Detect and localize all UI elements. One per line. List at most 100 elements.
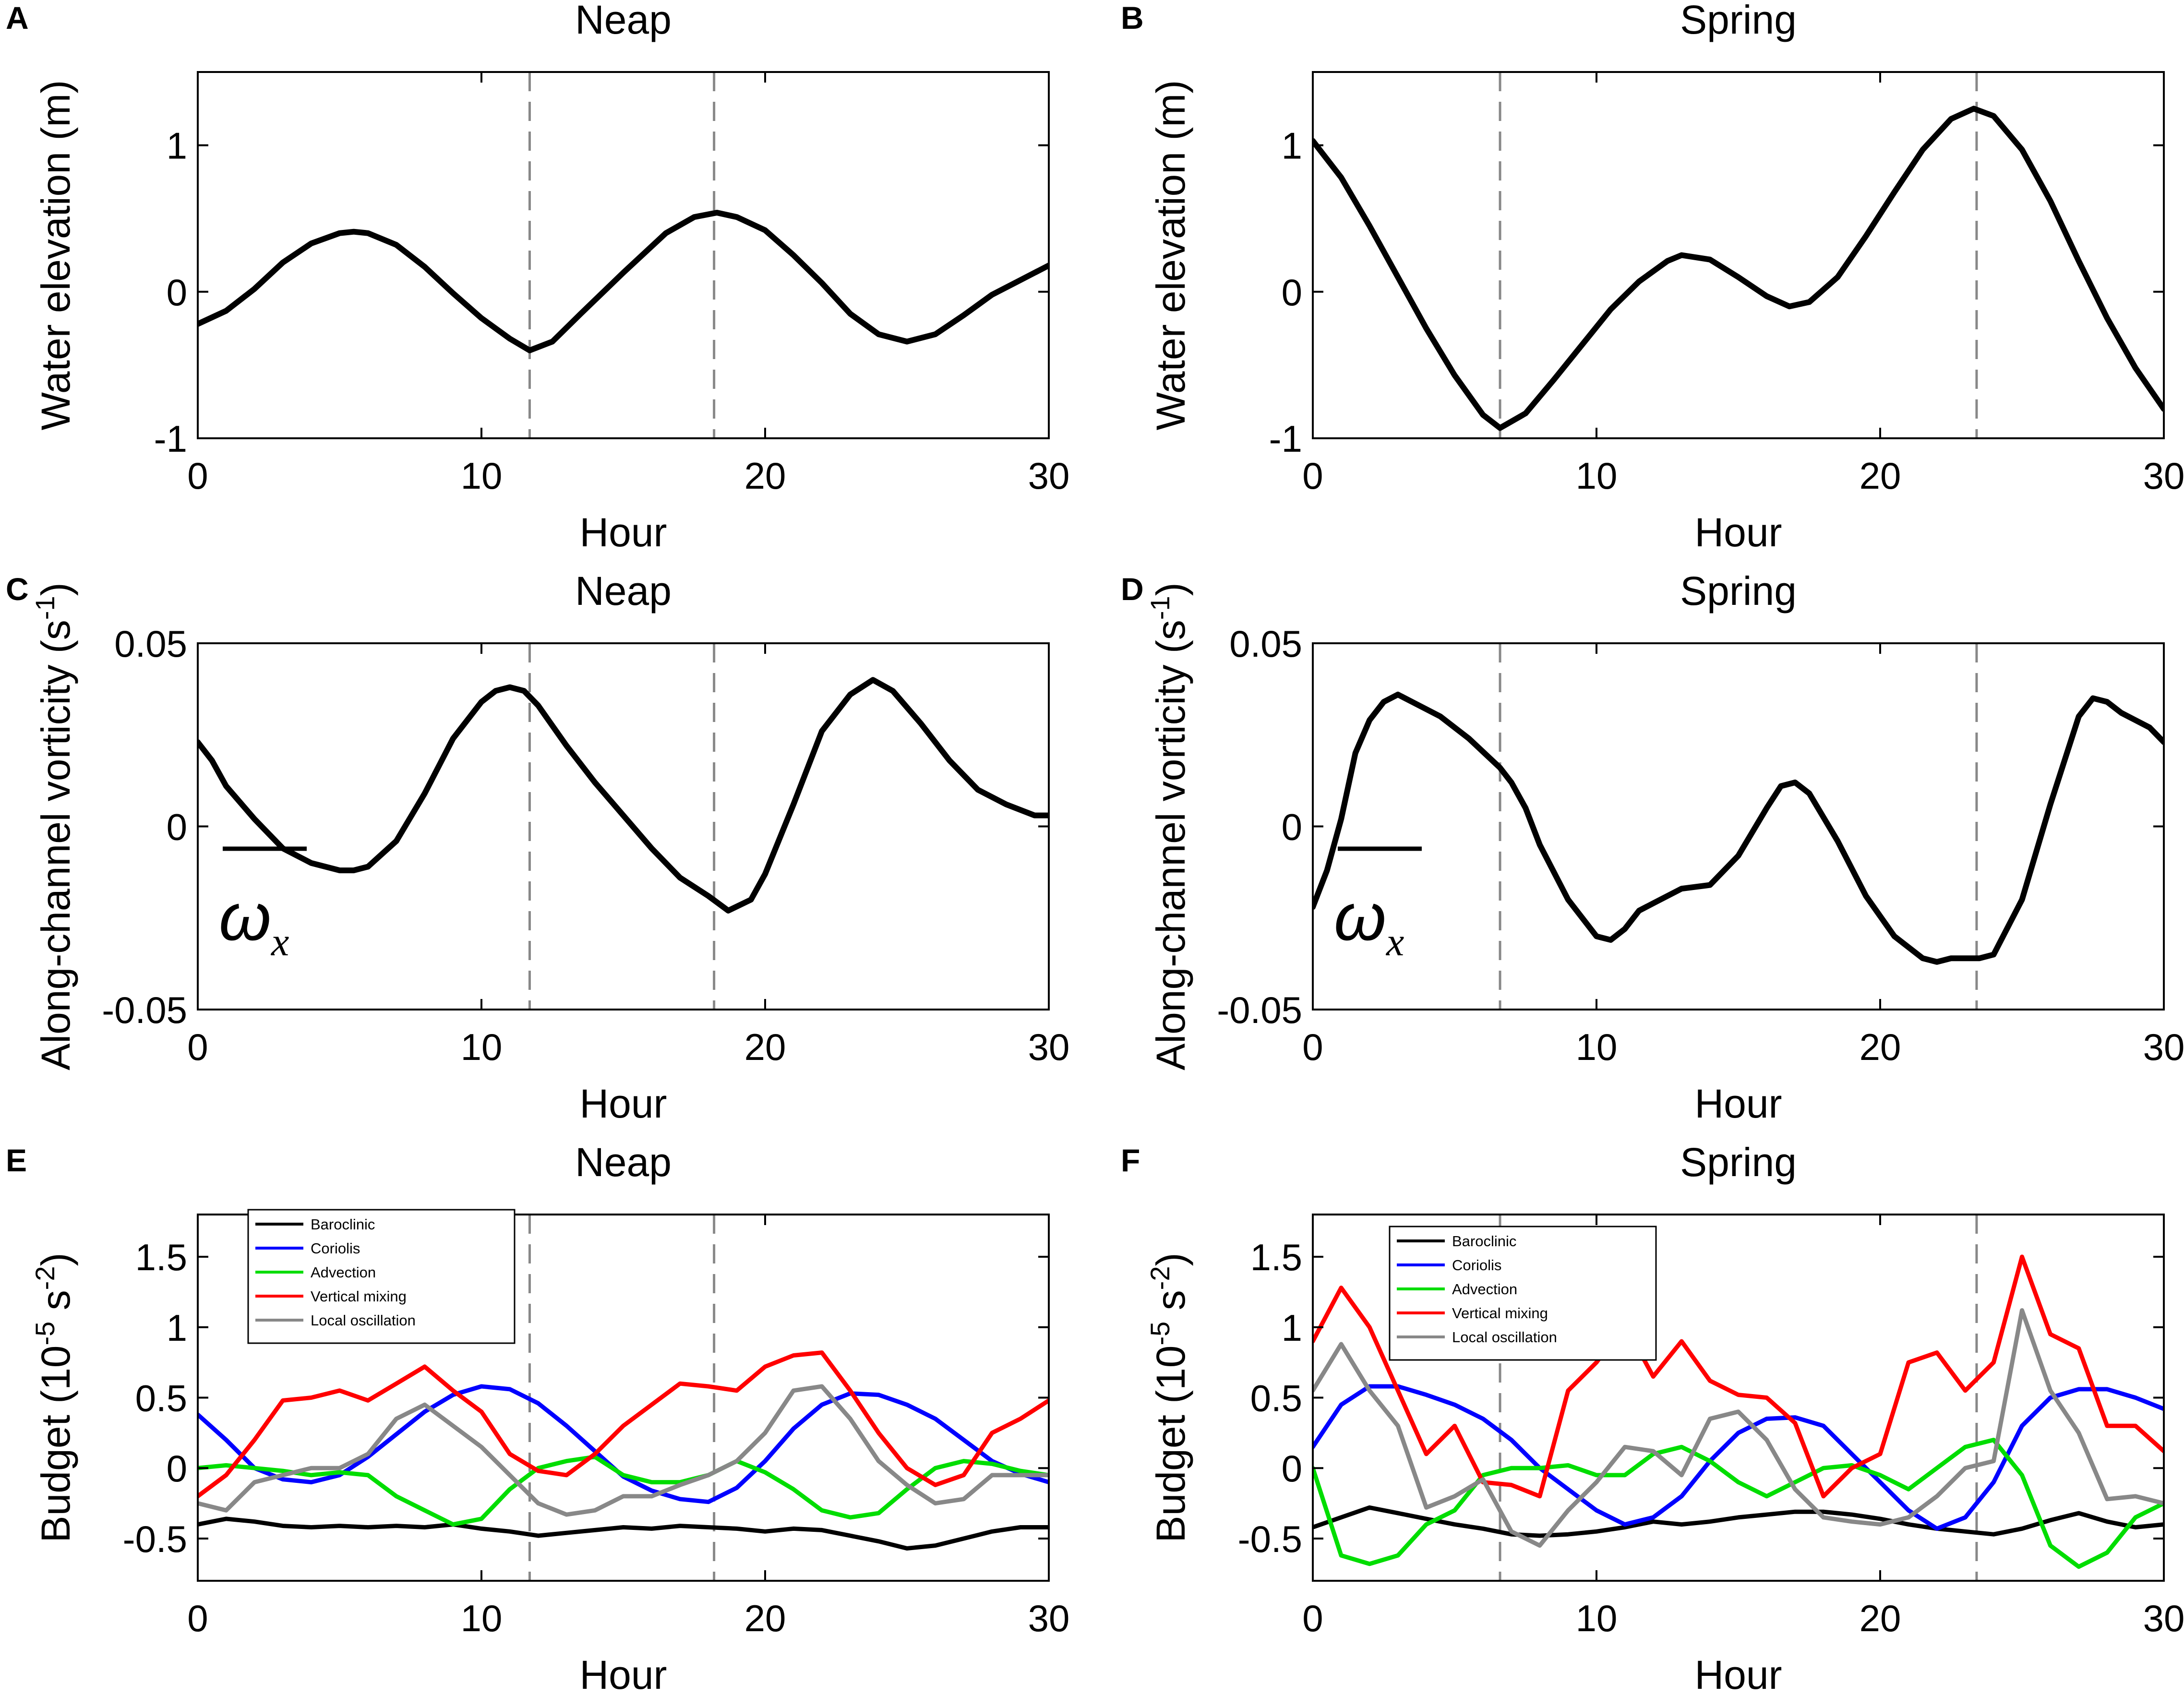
series-group: [1313, 691, 2164, 965]
series-line-water-elevation: [198, 210, 1049, 353]
y-tick-label: -0.05: [102, 989, 187, 1031]
x-tick-label: 10: [461, 1597, 503, 1639]
x-tick-label: 30: [1028, 455, 1070, 497]
plot-frame: [197, 642, 1050, 1010]
panel-title: Spring: [1680, 1140, 1797, 1185]
panel-letter: B: [1121, 0, 1144, 36]
y-tick-label: 0: [167, 271, 187, 313]
y-axis-label-end: ): [33, 582, 78, 596]
x-tick-label: 30: [1028, 1026, 1070, 1068]
panel-title: Neap: [575, 0, 672, 42]
plot-frame: [1312, 71, 2165, 439]
series-group: [198, 677, 1049, 914]
x-tick-label: 10: [1576, 1597, 1618, 1639]
x-tick-label: 20: [1860, 1026, 1901, 1068]
y-axis-label-sup: -5: [30, 1322, 60, 1346]
x-tick-label: 0: [1302, 1597, 1323, 1639]
x-tick-label: 0: [187, 455, 208, 497]
legend-label: Advection: [311, 1264, 376, 1281]
series-line-advection: [198, 1455, 1049, 1527]
y-axis-label-end: ): [33, 1253, 78, 1266]
y-tick-label: 0.5: [135, 1377, 187, 1419]
panel-title: Spring: [1680, 568, 1797, 613]
panel-letter: C: [6, 571, 29, 607]
x-tick-label: 0: [1302, 1026, 1323, 1068]
panel-letter: D: [1121, 571, 1144, 607]
y-axis-label-text: Budget (10: [1148, 1345, 1193, 1542]
panel-letter: E: [6, 1143, 27, 1178]
x-axis-label: Hour: [579, 1081, 667, 1126]
series-line-water-elevation: [1313, 106, 2164, 431]
x-axis-label: Hour: [1694, 1081, 1782, 1126]
series-group: [1313, 106, 2164, 431]
y-tick-label: -1: [154, 418, 187, 460]
legend-label: Baroclinic: [311, 1216, 375, 1233]
legend-label: Coriolis: [1452, 1257, 1501, 1274]
x-tick-label: 0: [187, 1597, 208, 1639]
y-axis-label: Water elevation (m): [33, 80, 78, 431]
panel-title: Neap: [575, 568, 672, 613]
y-tick-label: 1.5: [1250, 1236, 1302, 1278]
x-tick-label: 20: [744, 1597, 786, 1639]
y-tick-label: -0.05: [1217, 989, 1302, 1031]
x-tick-label: 30: [2143, 1026, 2184, 1068]
series-line-vertical-mixing: [1313, 1254, 2164, 1499]
legend-label-omega: ωx: [219, 879, 289, 964]
y-tick-label: 1: [167, 1307, 187, 1349]
series-line-advection: [1313, 1438, 2164, 1569]
plot-frame: [1312, 642, 2165, 1010]
y-axis-label: Budget (10-5 s-2): [30, 1253, 78, 1543]
legend-label: Local oscillation: [311, 1312, 416, 1329]
legend-label-omega: ωx: [1334, 879, 1404, 964]
y-tick-label: 1: [1282, 1307, 1302, 1349]
x-tick-label: 0: [1302, 455, 1323, 497]
y-axis-label-sup: -1: [1145, 596, 1175, 620]
legend-label: Vertical mixing: [1452, 1305, 1548, 1322]
series-line-local-oscillation: [1313, 1308, 2164, 1548]
x-tick-label: 10: [1576, 455, 1618, 497]
plot-frame: [197, 71, 1050, 439]
x-tick-label: 20: [1860, 455, 1901, 497]
y-tick-label: -1: [1269, 418, 1302, 460]
y-tick-label: 1.5: [135, 1236, 187, 1278]
y-axis-label-text: Water elevation (m): [33, 80, 78, 431]
y-axis-label: Along-channel vorticity (s-1): [30, 582, 78, 1070]
series-line-vertical-mixing: [198, 1350, 1049, 1499]
panel-letter: F: [1121, 1143, 1140, 1178]
y-axis-label-end: ): [1148, 582, 1193, 596]
series-line--x: [1313, 691, 2164, 965]
y-axis-label-sup: -2: [30, 1266, 60, 1290]
series-line-coriolis: [1313, 1384, 2164, 1531]
series-group: [1313, 1254, 2164, 1569]
series-group: [198, 210, 1049, 353]
omega-symbol: ω: [219, 879, 271, 954]
y-axis-label-text: Water elevation (m): [1148, 80, 1193, 431]
panel-letter: A: [6, 0, 29, 36]
y-tick-label: -0.5: [1238, 1518, 1302, 1560]
legend-label: Vertical mixing: [311, 1288, 407, 1305]
omega-subscript: x: [270, 920, 289, 964]
x-tick-label: 10: [461, 1026, 503, 1068]
y-axis-label: Along-channel vorticity (s-1): [1145, 582, 1193, 1070]
series-line--x: [198, 677, 1049, 914]
legend-label: Local oscillation: [1452, 1329, 1557, 1346]
omega-subscript: x: [1385, 920, 1404, 964]
x-tick-label: 30: [1028, 1597, 1070, 1639]
y-axis-label-mid: s: [1148, 1290, 1193, 1321]
y-axis-label-text: Along-channel vorticity (s: [1148, 620, 1193, 1070]
y-tick-label: 0.5: [1250, 1377, 1302, 1419]
y-tick-label: 0.05: [114, 623, 187, 665]
y-axis-label-end: ): [1148, 1253, 1193, 1266]
y-axis-label-text: Budget (10: [33, 1345, 78, 1542]
x-tick-label: 0: [187, 1026, 208, 1068]
legend-label: Baroclinic: [1452, 1233, 1516, 1250]
y-tick-label: -0.5: [123, 1518, 187, 1560]
series-line-local-oscillation: [198, 1384, 1049, 1517]
